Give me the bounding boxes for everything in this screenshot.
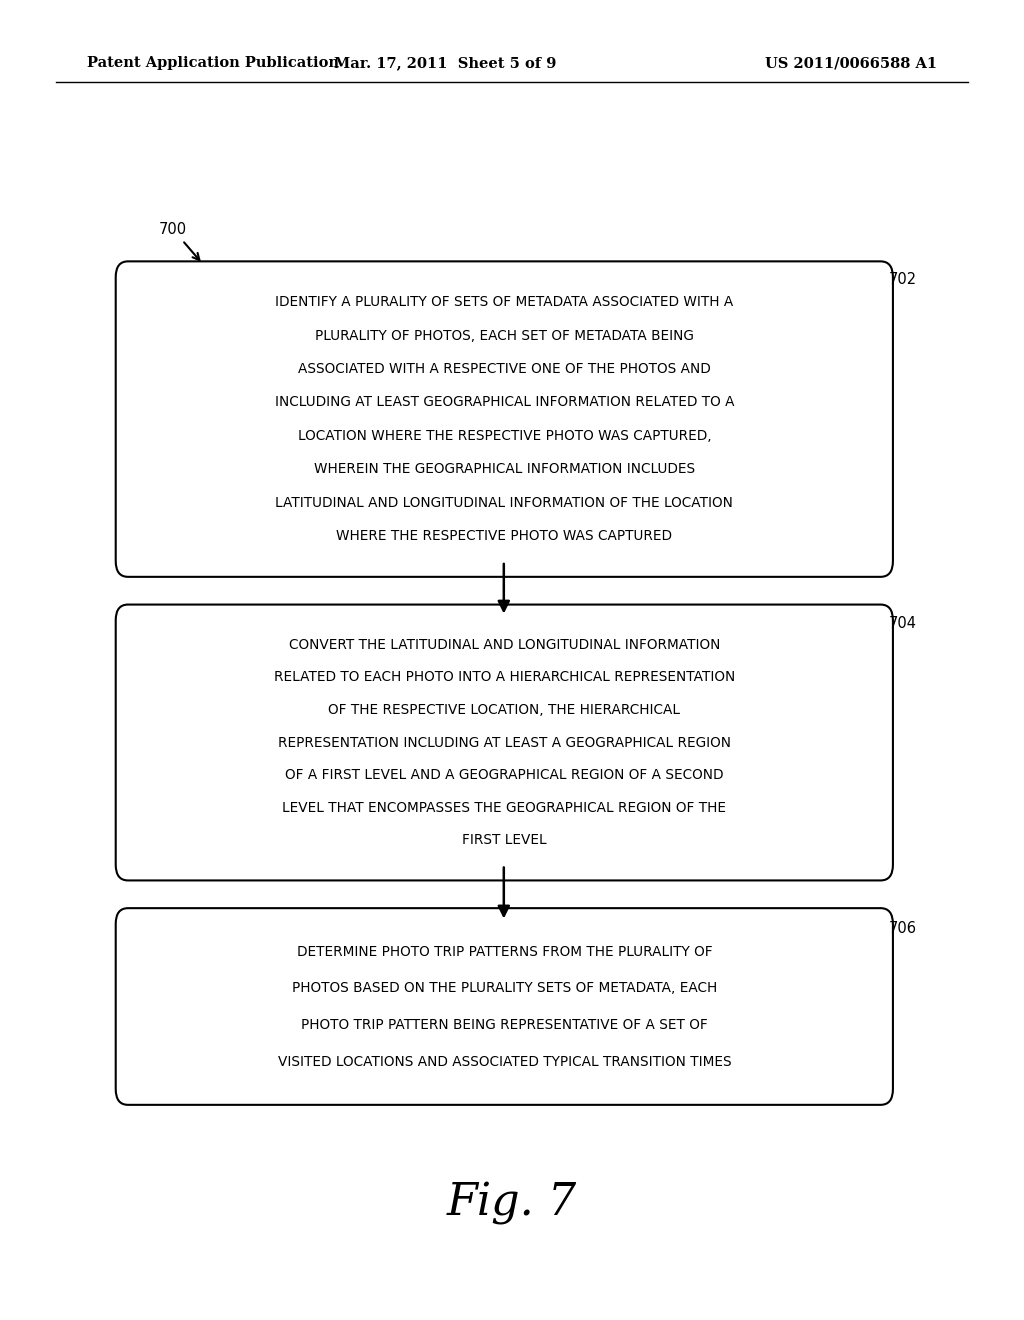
Text: WHERE THE RESPECTIVE PHOTO WAS CAPTURED: WHERE THE RESPECTIVE PHOTO WAS CAPTURED <box>336 529 673 543</box>
FancyBboxPatch shape <box>116 605 893 880</box>
Text: Patent Application Publication: Patent Application Publication <box>87 57 339 70</box>
Text: ASSOCIATED WITH A RESPECTIVE ONE OF THE PHOTOS AND: ASSOCIATED WITH A RESPECTIVE ONE OF THE … <box>298 362 711 376</box>
Text: 700: 700 <box>159 222 186 238</box>
Text: LOCATION WHERE THE RESPECTIVE PHOTO WAS CAPTURED,: LOCATION WHERE THE RESPECTIVE PHOTO WAS … <box>298 429 711 442</box>
Text: LATITUDINAL AND LONGITUDINAL INFORMATION OF THE LOCATION: LATITUDINAL AND LONGITUDINAL INFORMATION… <box>275 495 733 510</box>
Text: VISITED LOCATIONS AND ASSOCIATED TYPICAL TRANSITION TIMES: VISITED LOCATIONS AND ASSOCIATED TYPICAL… <box>278 1055 731 1068</box>
Text: OF A FIRST LEVEL AND A GEOGRAPHICAL REGION OF A SECOND: OF A FIRST LEVEL AND A GEOGRAPHICAL REGI… <box>285 768 724 781</box>
Text: REPRESENTATION INCLUDING AT LEAST A GEOGRAPHICAL REGION: REPRESENTATION INCLUDING AT LEAST A GEOG… <box>278 735 731 750</box>
Text: DETERMINE PHOTO TRIP PATTERNS FROM THE PLURALITY OF: DETERMINE PHOTO TRIP PATTERNS FROM THE P… <box>297 945 712 958</box>
FancyBboxPatch shape <box>116 908 893 1105</box>
FancyBboxPatch shape <box>116 261 893 577</box>
Text: PHOTO TRIP PATTERN BEING REPRESENTATIVE OF A SET OF: PHOTO TRIP PATTERN BEING REPRESENTATIVE … <box>301 1018 708 1032</box>
Text: CONVERT THE LATITUDINAL AND LONGITUDINAL INFORMATION: CONVERT THE LATITUDINAL AND LONGITUDINAL… <box>289 638 720 652</box>
Text: LEVEL THAT ENCOMPASSES THE GEOGRAPHICAL REGION OF THE: LEVEL THAT ENCOMPASSES THE GEOGRAPHICAL … <box>283 801 726 814</box>
Text: 702: 702 <box>889 272 916 286</box>
Text: PHOTOS BASED ON THE PLURALITY SETS OF METADATA, EACH: PHOTOS BASED ON THE PLURALITY SETS OF ME… <box>292 981 717 995</box>
Text: RELATED TO EACH PHOTO INTO A HIERARCHICAL REPRESENTATION: RELATED TO EACH PHOTO INTO A HIERARCHICA… <box>273 671 735 684</box>
Text: 704: 704 <box>889 616 916 631</box>
Text: PLURALITY OF PHOTOS, EACH SET OF METADATA BEING: PLURALITY OF PHOTOS, EACH SET OF METADAT… <box>315 329 693 343</box>
Text: WHEREIN THE GEOGRAPHICAL INFORMATION INCLUDES: WHEREIN THE GEOGRAPHICAL INFORMATION INC… <box>313 462 695 477</box>
Text: Mar. 17, 2011  Sheet 5 of 9: Mar. 17, 2011 Sheet 5 of 9 <box>334 57 557 70</box>
Text: IDENTIFY A PLURALITY OF SETS OF METADATA ASSOCIATED WITH A: IDENTIFY A PLURALITY OF SETS OF METADATA… <box>275 296 733 309</box>
Text: 706: 706 <box>889 921 916 936</box>
Text: INCLUDING AT LEAST GEOGRAPHICAL INFORMATION RELATED TO A: INCLUDING AT LEAST GEOGRAPHICAL INFORMAT… <box>274 396 734 409</box>
Text: Fig. 7: Fig. 7 <box>446 1183 578 1225</box>
Text: OF THE RESPECTIVE LOCATION, THE HIERARCHICAL: OF THE RESPECTIVE LOCATION, THE HIERARCH… <box>329 704 680 717</box>
Text: FIRST LEVEL: FIRST LEVEL <box>462 833 547 847</box>
Text: US 2011/0066588 A1: US 2011/0066588 A1 <box>765 57 937 70</box>
